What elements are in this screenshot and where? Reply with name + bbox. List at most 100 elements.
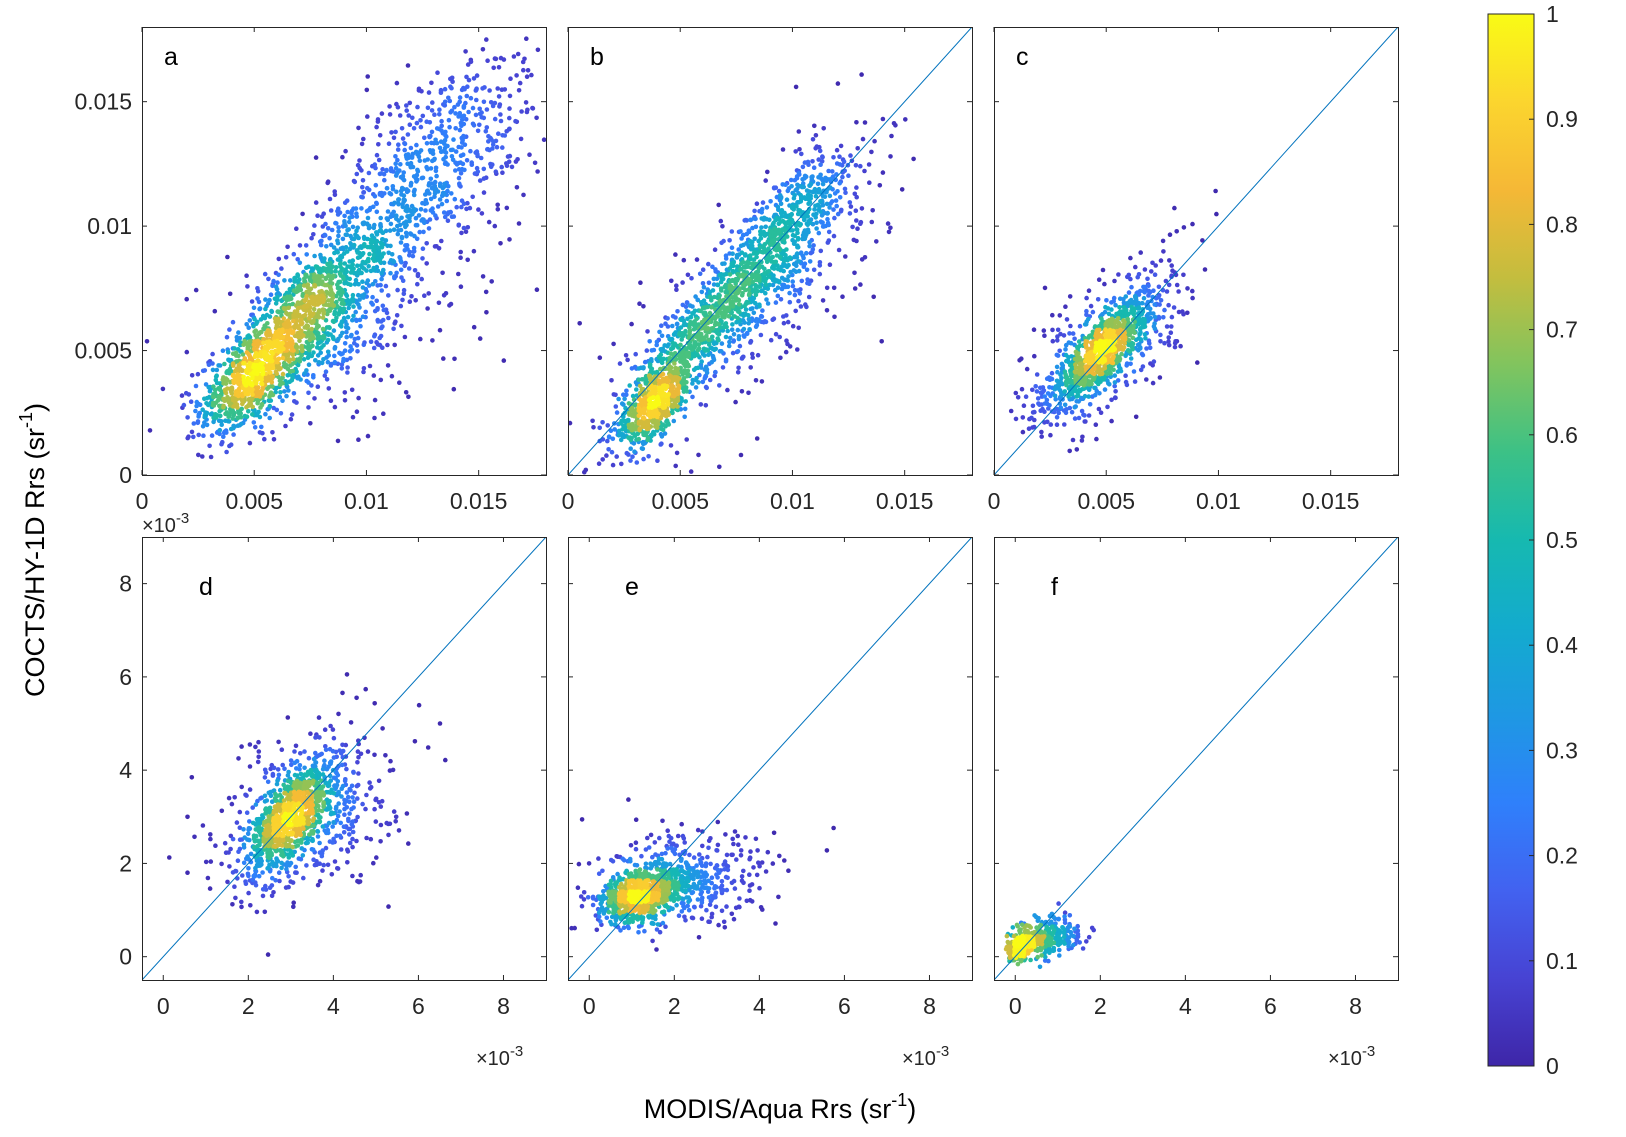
data-point [764,297,769,302]
data-point [636,377,642,383]
data-point [1094,436,1099,442]
data-point [354,409,360,415]
data-point [246,325,251,331]
data-point [808,181,814,187]
data-point [801,217,807,223]
data-point [370,294,375,300]
data-point [729,245,735,250]
data-point [211,394,216,400]
data-point [641,366,646,371]
data-point [432,244,438,249]
data-point [825,216,830,222]
data-point [525,68,531,73]
data-point [234,334,240,340]
data-point [646,397,652,403]
data-point [284,351,290,357]
data-point [893,123,898,128]
data-point [858,163,863,169]
data-point [600,420,605,425]
data-point [441,210,447,215]
data-point [582,469,587,475]
data-point [612,427,617,432]
data-point [321,333,327,339]
data-point [457,110,463,116]
data-point [200,368,206,374]
data-point [786,262,791,268]
data-point [1030,425,1035,430]
data-point [674,450,680,456]
data-point [628,446,633,452]
data-point [349,269,355,274]
data-point [360,259,366,265]
data-point [632,364,638,370]
data-point [322,256,327,261]
data-point [841,159,847,165]
data-point [847,211,853,216]
data-point [336,225,341,230]
data-point [294,400,299,405]
data-point [740,259,746,265]
data-point [328,332,333,337]
data-point [1096,277,1102,283]
data-point [683,399,688,404]
data-point [789,211,794,217]
data-point [375,319,381,324]
data-point [210,351,215,357]
data-point [606,447,611,452]
data-point [782,262,787,268]
data-point [189,429,195,435]
data-point [801,264,807,270]
data-point [636,408,642,414]
data-point [776,188,782,194]
data-point [305,355,311,361]
data-point [322,282,328,288]
data-point [784,234,790,239]
data-point [343,245,349,250]
data-point [658,431,664,437]
data-point [785,284,791,290]
data-point [368,339,374,345]
data-point [885,221,891,226]
data-point [273,389,279,395]
data-point [727,339,732,345]
data-point [520,59,526,65]
data-point [311,335,316,341]
data-point [781,320,787,326]
data-point [731,332,737,337]
data-point [1112,278,1117,284]
data-point [717,464,722,470]
data-point [772,287,778,293]
data-point [328,398,334,404]
data-point [408,145,414,151]
data-point [442,161,448,166]
data-point [429,140,434,146]
data-point [637,427,642,433]
data-point [616,433,622,438]
data-point [227,327,232,332]
data-point [457,95,463,100]
data-point [693,322,699,327]
data-point [464,158,470,163]
data-point [659,348,665,354]
data-point [462,86,467,92]
data-point [200,407,205,413]
data-point [196,401,201,407]
data-point [649,434,654,439]
data-point [859,72,864,77]
data-point [196,452,201,458]
data-point [347,276,353,282]
data-point [775,263,780,268]
data-point [758,313,764,319]
data-point [329,275,335,281]
data-point [394,171,400,177]
data-point [690,304,695,309]
data-point [768,199,773,204]
data-point [196,414,201,419]
data-point [360,285,366,290]
data-point [306,342,311,348]
data-point [678,316,683,322]
data-point [880,116,886,122]
data-point [707,289,713,295]
data-point [356,281,361,287]
data-point [375,283,380,288]
